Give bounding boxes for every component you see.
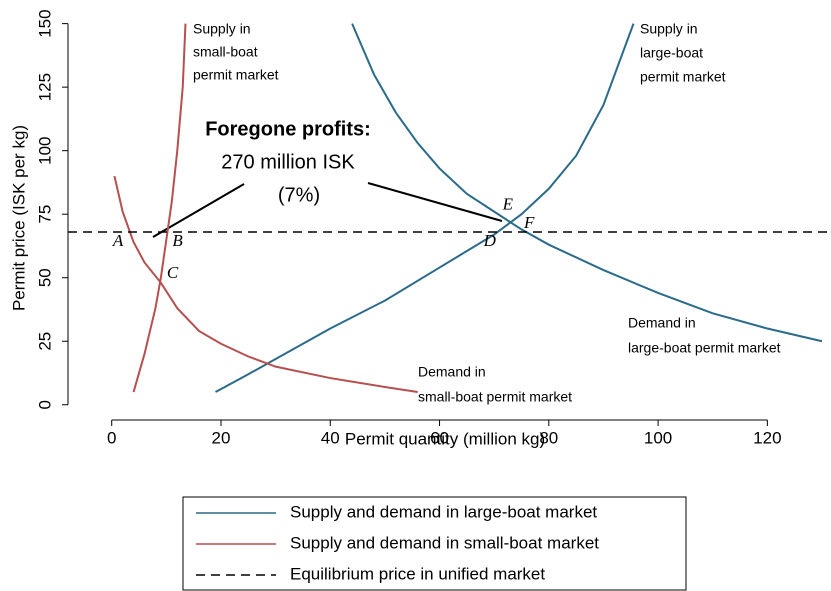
- curve-label: large-boat: [640, 45, 703, 61]
- curve-label: Supply in: [640, 21, 698, 37]
- curve-label: small-boat permit market: [418, 389, 572, 405]
- point-label: C: [167, 263, 179, 282]
- y-tick-label: 50: [35, 268, 54, 287]
- x-axis-title: Permit quantity (million kg): [345, 429, 545, 448]
- curve-label: Demand in: [418, 364, 486, 380]
- legend-box: [182, 496, 687, 591]
- x-tick-label: 60: [430, 428, 449, 447]
- curve-label: Supply in: [193, 21, 251, 37]
- curve-label: large-boat permit market: [628, 340, 781, 356]
- curve-label: small-boat: [193, 44, 258, 60]
- y-axis-title: Permit price (ISK per kg): [9, 125, 28, 311]
- point-label: D: [483, 231, 497, 250]
- y-tick-label: 100: [35, 136, 54, 164]
- legend-label: Supply and demand in small-boat market: [290, 533, 599, 552]
- y-tick-label: 150: [35, 9, 54, 37]
- annotation-pointer: [152, 183, 245, 238]
- x-tick-label: 120: [753, 428, 781, 447]
- legend-label: Equilibrium price in unified market: [290, 564, 545, 583]
- curve-label: permit market: [640, 69, 726, 85]
- curve-label: Demand in: [628, 315, 696, 331]
- curve-label: permit market: [193, 67, 279, 83]
- x-tick-label: 100: [644, 428, 672, 447]
- point-label: F: [523, 213, 535, 232]
- x-tick-label: 40: [321, 428, 340, 447]
- legend-label: Supply and demand in large-boat market: [290, 502, 597, 521]
- x-tick-label: 0: [107, 428, 116, 447]
- x-tick-label: 80: [539, 428, 558, 447]
- annotation-title: Foregone profits:: [205, 118, 371, 140]
- annotation-pointer: [367, 182, 503, 222]
- curve: [113, 175, 418, 394]
- point-label: B: [172, 231, 183, 250]
- y-tick-label: 0: [35, 400, 54, 409]
- point-label: E: [502, 195, 514, 214]
- annotation-line: (7%): [278, 184, 320, 206]
- curve: [215, 23, 635, 393]
- y-tick-label: 75: [35, 205, 54, 224]
- curve: [132, 23, 187, 393]
- y-tick-label: 125: [35, 73, 54, 101]
- annotation-line: 270 million ISK: [221, 151, 355, 173]
- x-tick-label: 20: [212, 428, 231, 447]
- y-tick-label: 25: [35, 332, 54, 351]
- curve: [351, 23, 823, 343]
- point-label: A: [112, 231, 124, 250]
